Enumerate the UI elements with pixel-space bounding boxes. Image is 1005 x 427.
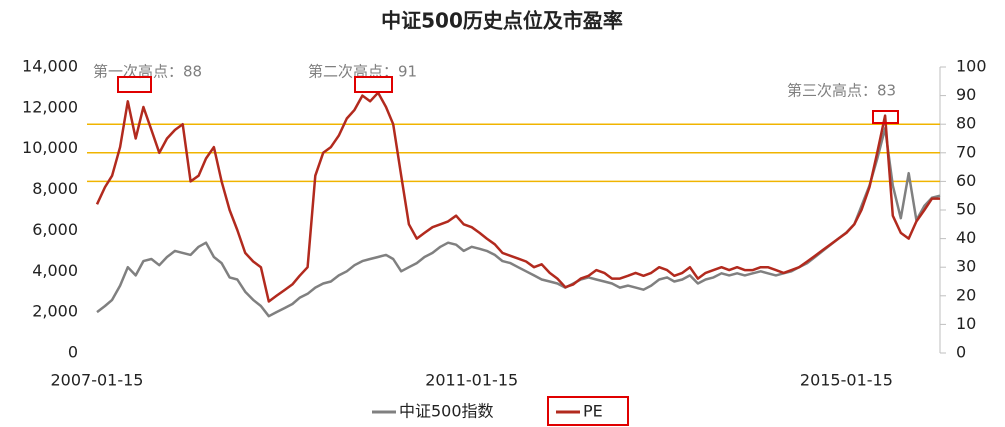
x-tick-label: 2011-01-15 <box>425 371 518 390</box>
y-tick-label: 12,000 <box>22 97 78 116</box>
y2-tick-label: 50 <box>956 200 976 219</box>
y2-tick-label: 100 <box>956 57 987 76</box>
chart-title: 中证500历史点位及市盈率 <box>381 9 623 33</box>
series-line <box>95 91 940 303</box>
legend-highlight-box <box>547 396 629 426</box>
y-tick-label: 4,000 <box>32 261 78 280</box>
x-tick-label: 2015-01-15 <box>800 371 893 390</box>
series-line <box>96 127 941 318</box>
plot-area <box>87 91 941 318</box>
y-tick-label: 14,000 <box>22 57 78 76</box>
highlight-box <box>117 76 152 93</box>
y-tick-label: 10,000 <box>22 138 78 157</box>
y2-tick-label: 40 <box>956 228 976 247</box>
y2-tick-label: 80 <box>956 114 976 133</box>
y2-tick-label: 0 <box>956 343 966 362</box>
y-tick-label: 0 <box>68 343 78 362</box>
legend-label: PE <box>583 402 603 421</box>
y2-tick-label: 10 <box>956 314 976 333</box>
y-tick-label: 2,000 <box>32 302 78 321</box>
x-tick-label: 2007-01-15 <box>51 371 144 390</box>
y2-tick-label: 30 <box>956 257 976 276</box>
y2-tick-label: 70 <box>956 142 976 161</box>
y2-tick-label: 60 <box>956 171 976 190</box>
y2-tick-label: 90 <box>956 85 976 104</box>
y-tick-label: 8,000 <box>32 179 78 198</box>
legend-label: 中证500指数 <box>399 402 494 421</box>
y2-tick-label: 20 <box>956 285 976 304</box>
y-tick-label: 6,000 <box>32 220 78 239</box>
annotation: 第三次高点：83 <box>787 82 896 100</box>
highlight-box <box>872 110 899 124</box>
highlight-box <box>354 76 393 93</box>
